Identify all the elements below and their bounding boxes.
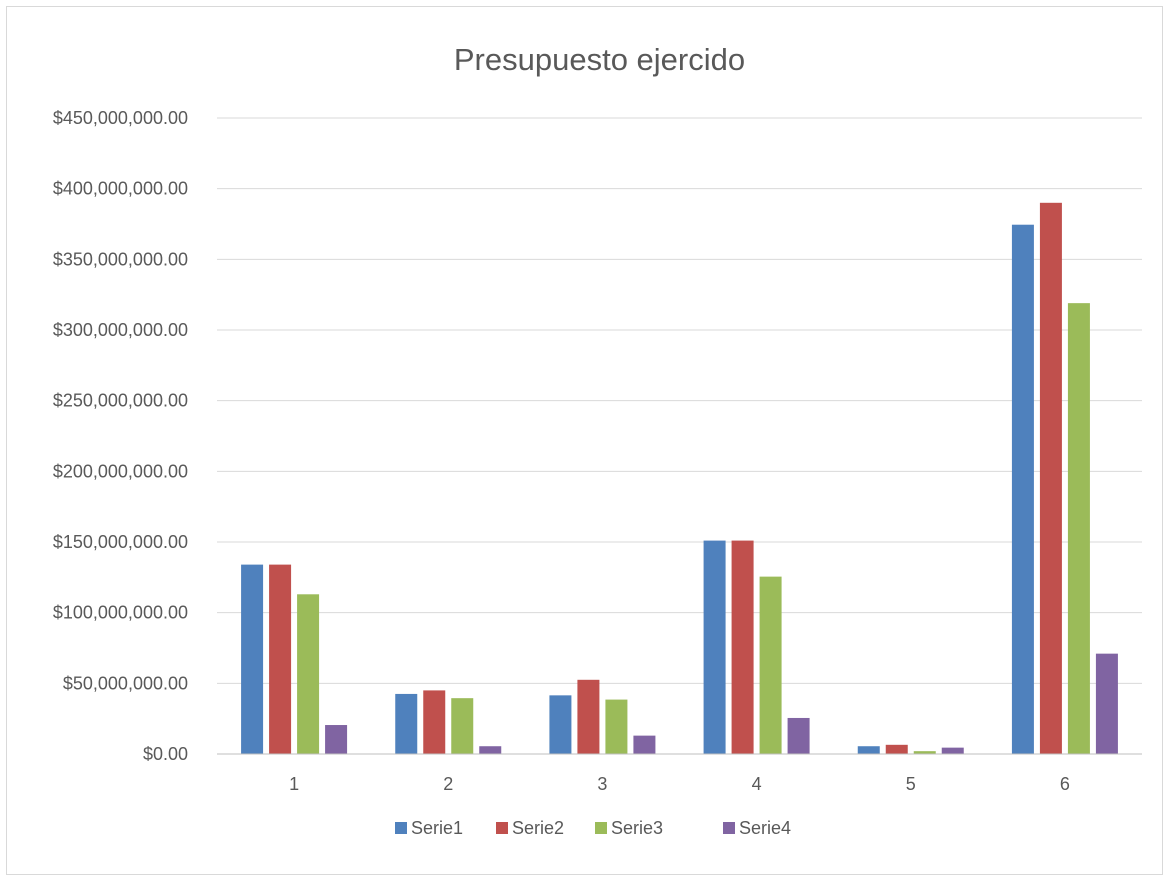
x-tick-label: 2: [443, 774, 453, 794]
x-tick-label: 1: [289, 774, 299, 794]
y-tick-label: $400,000,000.00: [53, 179, 188, 199]
y-tick-label: $350,000,000.00: [53, 249, 188, 269]
y-tick-label: $250,000,000.00: [53, 391, 188, 411]
y-tick-label: $300,000,000.00: [53, 320, 188, 340]
bar-serie4-cat-6: [1095, 653, 1118, 754]
y-tick-label: $0.00: [143, 744, 188, 764]
bar-serie3-cat-3: [605, 699, 628, 754]
bar-serie1-cat-3: [549, 695, 572, 754]
bar-serie4-cat-5: [941, 747, 964, 754]
legend-label: Serie1: [411, 818, 463, 838]
chart-title: Presupuesto ejercido: [454, 42, 745, 77]
legend-item-serie1: Serie1: [395, 818, 463, 838]
y-tick-label: $50,000,000.00: [63, 673, 188, 693]
bar-serie2-cat-1: [269, 564, 292, 754]
bar-serie2-cat-5: [885, 744, 908, 754]
y-axis: $0.00 $50,000,000.00 $100,000,000.00 $150,0…: [53, 108, 188, 764]
y-tick-label: $450,000,000.00: [53, 108, 188, 128]
chart-area: Presupuesto ejercido $0.00 $50,000,000.00…: [6, 6, 1163, 875]
legend-swatch: [723, 822, 735, 834]
bar-serie3-cat-6: [1067, 303, 1090, 754]
bar-chart: Presupuesto ejercido $0.00 $50,000,000.00…: [53, 42, 1142, 838]
legend-item-serie3: Serie3: [595, 818, 663, 838]
legend-swatch: [496, 822, 508, 834]
legend-swatch: [395, 822, 407, 834]
y-tick-label: $200,000,000.00: [53, 461, 188, 481]
bars: [241, 202, 1118, 755]
x-axis: 1 2 3 4 5 6: [217, 753, 1142, 794]
x-tick-label: 4: [752, 774, 762, 794]
bar-serie1-cat-6: [1011, 224, 1034, 754]
x-tick-label: 6: [1060, 774, 1070, 794]
x-tick-label: 5: [906, 774, 916, 794]
bar-serie2-cat-2: [423, 690, 446, 754]
bar-serie4-cat-4: [787, 717, 810, 754]
y-tick-label: $100,000,000.00: [53, 603, 188, 623]
legend-swatch: [595, 822, 607, 834]
bar-serie4-cat-1: [325, 725, 348, 754]
bar-serie3-cat-4: [759, 576, 782, 754]
bar-serie1-cat-1: [241, 564, 264, 754]
bar-serie3-cat-1: [297, 594, 320, 754]
legend-item-serie4: Serie4: [723, 818, 791, 838]
bar-serie3-cat-5: [913, 751, 936, 754]
x-tick-label: 3: [597, 774, 607, 794]
bar-serie1-cat-5: [857, 746, 880, 754]
legend-label: Serie4: [739, 818, 791, 838]
bar-serie3-cat-2: [451, 698, 474, 754]
gridlines: [217, 117, 1142, 755]
legend-label: Serie2: [512, 818, 564, 838]
legend-label: Serie3: [611, 818, 663, 838]
bar-serie2-cat-3: [577, 679, 600, 754]
y-tick-label: $150,000,000.00: [53, 532, 188, 552]
bar-serie2-cat-4: [731, 540, 754, 754]
legend-item-serie2: Serie2: [496, 818, 564, 838]
bar-serie4-cat-2: [479, 746, 502, 754]
bar-serie2-cat-6: [1039, 202, 1062, 755]
bar-serie4-cat-3: [633, 735, 656, 754]
bar-serie1-cat-2: [395, 693, 418, 754]
bar-serie1-cat-4: [703, 540, 726, 754]
legend: Serie1 Serie2 Serie3 Serie4: [395, 818, 791, 838]
